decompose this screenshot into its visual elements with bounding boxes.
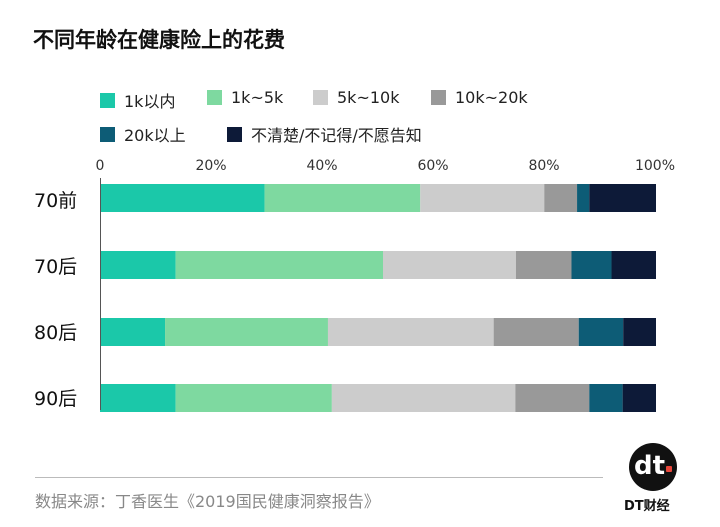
category-label: 80后: [34, 322, 78, 344]
bar-segment: [100, 184, 265, 212]
brand-name: DT财经: [624, 499, 670, 514]
bar-segment: [544, 184, 578, 212]
x-tick-label: 100%: [634, 158, 676, 174]
bar-segment: [100, 318, 166, 346]
logo-text: dt: [633, 451, 666, 481]
bar-segment: [165, 318, 328, 346]
x-tick-label: 20%: [195, 158, 227, 174]
legend-label: 5k~10k: [337, 88, 400, 107]
category-label: 90后: [34, 388, 78, 410]
bar-segment: [589, 184, 656, 212]
x-tick-label: 0: [95, 158, 105, 174]
bar-segment: [577, 184, 590, 212]
bar-segment: [331, 384, 516, 412]
bar-segment: [589, 384, 623, 412]
legend-item: 1k以内: [100, 88, 175, 112]
bar-segment: [383, 251, 516, 279]
legend-swatch: [100, 92, 115, 108]
legend-label: 不清楚/不记得/不愿告知: [251, 126, 422, 145]
category-label: 70前: [34, 190, 78, 212]
bar-segment: [611, 251, 656, 279]
legend-swatch: [100, 126, 115, 142]
bar-segment: [622, 384, 656, 412]
legend-item: 10k~20k: [431, 88, 528, 107]
legend-label: 10k~20k: [455, 88, 528, 107]
legend-label: 1k以内: [124, 92, 176, 111]
legend-swatch: [207, 90, 222, 105]
bar-segment: [571, 251, 612, 279]
bar-segment: [623, 318, 656, 346]
legend-swatch: [227, 126, 242, 142]
x-tick-label: 80%: [528, 158, 560, 174]
bar-segment: [175, 251, 384, 279]
bar-segment: [100, 384, 176, 412]
source-note: 数据来源：丁香医生《2019国民健康洞察报告》: [35, 492, 380, 511]
bar-segment: [327, 318, 494, 346]
category-label: 70后: [34, 256, 78, 278]
bar-segment: [515, 384, 590, 412]
legend-label: 20k以上: [124, 126, 186, 145]
chart-title: 不同年龄在健康险上的花费: [33, 28, 285, 52]
x-tick-label: 40%: [306, 158, 338, 174]
bar-segment: [420, 184, 545, 212]
legend-swatch: [313, 90, 328, 105]
bar-segment: [578, 318, 624, 346]
bar-segment: [493, 318, 579, 346]
legend-swatch: [431, 90, 446, 105]
legend-item: 不清楚/不记得/不愿告知: [227, 122, 422, 146]
footer-divider: [35, 477, 603, 478]
logo-dot: [666, 466, 673, 472]
bar-segment: [264, 184, 421, 212]
bar-segment: [100, 251, 176, 279]
legend-item: 20k以上: [100, 122, 186, 146]
x-tick-label: 60%: [417, 158, 449, 174]
dt-logo-icon: dt: [629, 443, 677, 491]
legend-item: 1k~5k: [207, 88, 283, 107]
bar-segment: [175, 384, 332, 412]
bar-segment: [515, 251, 572, 279]
y-axis-line: [100, 178, 101, 410]
legend-label: 1k~5k: [231, 88, 284, 107]
legend-item: 5k~10k: [313, 88, 399, 107]
